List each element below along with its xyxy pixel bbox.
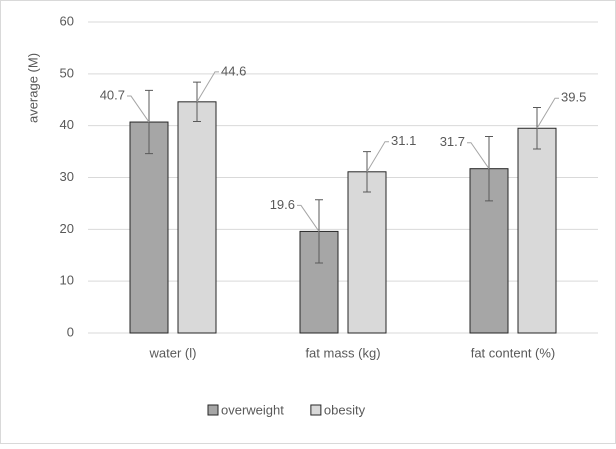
y-tick-label: 0 [67,324,74,339]
y-tick-label: 10 [60,273,74,288]
leader-line [127,95,150,123]
legend-label: overweight [221,402,284,417]
y-axis-label: average (M) [25,53,40,123]
data-label: 31.1 [391,133,416,148]
y-tick-label: 40 [60,117,74,132]
data-label: 39.5 [561,90,586,105]
bar [129,121,169,334]
leader-line [467,142,490,169]
error-bar [533,107,541,150]
error-bar [145,89,153,155]
y-tick-label: 60 [60,13,74,28]
leader-line [196,71,219,103]
legend-label: obesity [324,402,366,417]
y-tick-label: 50 [60,65,74,80]
legend-swatch [310,404,322,416]
error-bar [193,81,201,123]
y-tick-label: 30 [60,169,74,184]
legend-swatch [207,404,219,416]
data-label: 40.7 [100,87,125,102]
error-bar [485,136,493,202]
y-tick-label: 20 [60,221,74,236]
data-label: 44.6 [221,63,246,78]
bar [177,101,217,334]
bar [347,171,387,334]
leader-line [366,141,389,173]
leader-line [536,97,559,129]
bar [517,127,557,334]
data-label: 31.7 [440,134,465,149]
x-tick-label: water (l) [149,345,197,360]
leader-line [297,204,320,232]
x-tick-label: fat mass (kg) [305,345,380,360]
data-label: 19.6 [270,197,295,212]
x-tick-label: fat content (%) [471,345,556,360]
